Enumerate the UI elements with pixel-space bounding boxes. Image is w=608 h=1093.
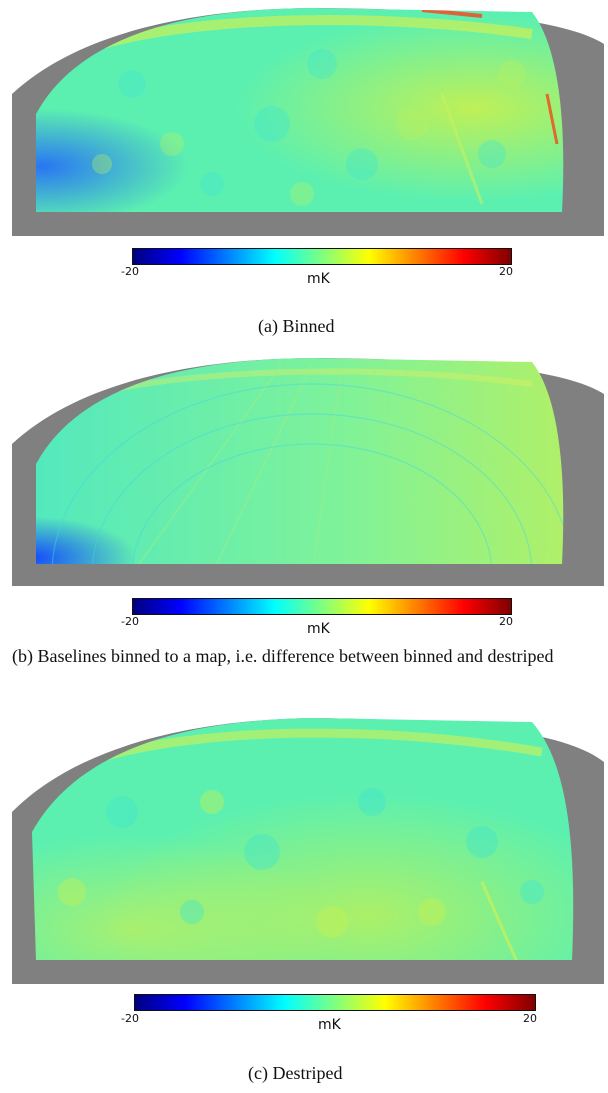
colorbar-b <box>132 598 512 615</box>
colorbar-min-label: -20 <box>121 1012 139 1025</box>
figure-caption: (a) Binned <box>258 316 335 336</box>
colorbar-unit: mK <box>307 271 330 287</box>
colorbar-max-label: 20 <box>499 615 513 628</box>
sky-map-baselines <box>12 354 604 586</box>
colorbar-c <box>134 994 536 1011</box>
figure-caption: (c) Destriped <box>248 1063 343 1083</box>
colorbar-min-label: -20 <box>121 615 139 628</box>
colorbar-max-label: 20 <box>499 265 513 278</box>
colorbar-a <box>132 248 512 265</box>
figure-a: -20 20 mK (a) Binned <box>0 0 608 336</box>
colorbar-unit: mK <box>307 621 330 637</box>
figure-caption: (b) Baselines binned to a map, i.e. diff… <box>12 646 554 666</box>
sky-map-destriped <box>12 712 604 984</box>
colorbar-max-label: 20 <box>523 1012 537 1025</box>
colorbar-unit: mK <box>318 1017 341 1033</box>
sky-map-binned <box>12 4 604 236</box>
figure-b: -20 20 mK (b) Baselines binned to a map,… <box>0 350 608 690</box>
figure-c: -20 20 mK (c) Destriped <box>0 710 608 1090</box>
colorbar-min-label: -20 <box>121 265 139 278</box>
